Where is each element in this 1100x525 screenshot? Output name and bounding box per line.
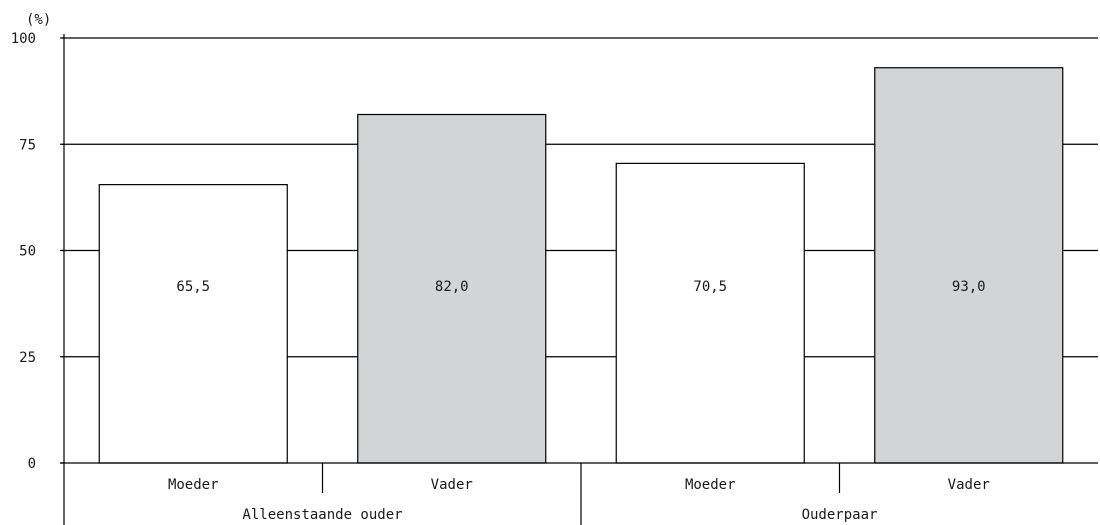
x-group-label: Alleenstaande ouder — [242, 507, 402, 523]
x-category-label: Vader — [431, 477, 473, 493]
axes: (%) 0 25 50 75 100 — [11, 12, 1098, 525]
y-tick-label: 50 — [19, 244, 36, 260]
bar-value-label: 93,0 — [952, 279, 986, 295]
bar-moeder-1 — [98, 184, 288, 464]
bar-vader-2 — [874, 67, 1064, 464]
x-group-label: Ouderpaar — [802, 507, 878, 523]
bar-moeder-2 — [615, 162, 805, 464]
bar-value-label: 82,0 — [435, 279, 469, 295]
x-category-label: Moeder — [168, 477, 219, 493]
y-axis-unit-label: (%) — [26, 12, 51, 28]
bar-vader-1 — [357, 113, 547, 464]
bars — [98, 67, 1064, 464]
y-tick-label: 0 — [28, 456, 36, 472]
y-tick-label: 75 — [19, 137, 36, 153]
y-tick-label: 100 — [11, 31, 36, 47]
x-category-label: Moeder — [685, 477, 736, 493]
bar-value-label: 65,5 — [176, 279, 210, 295]
labels: 65,5 Moeder 82,0 Vader Alleenstaande ouder 70… — [168, 279, 990, 523]
x-category-label: Vader — [948, 477, 990, 493]
bar-value-label: 70,5 — [693, 279, 727, 295]
y-tick-label: 25 — [19, 350, 36, 366]
